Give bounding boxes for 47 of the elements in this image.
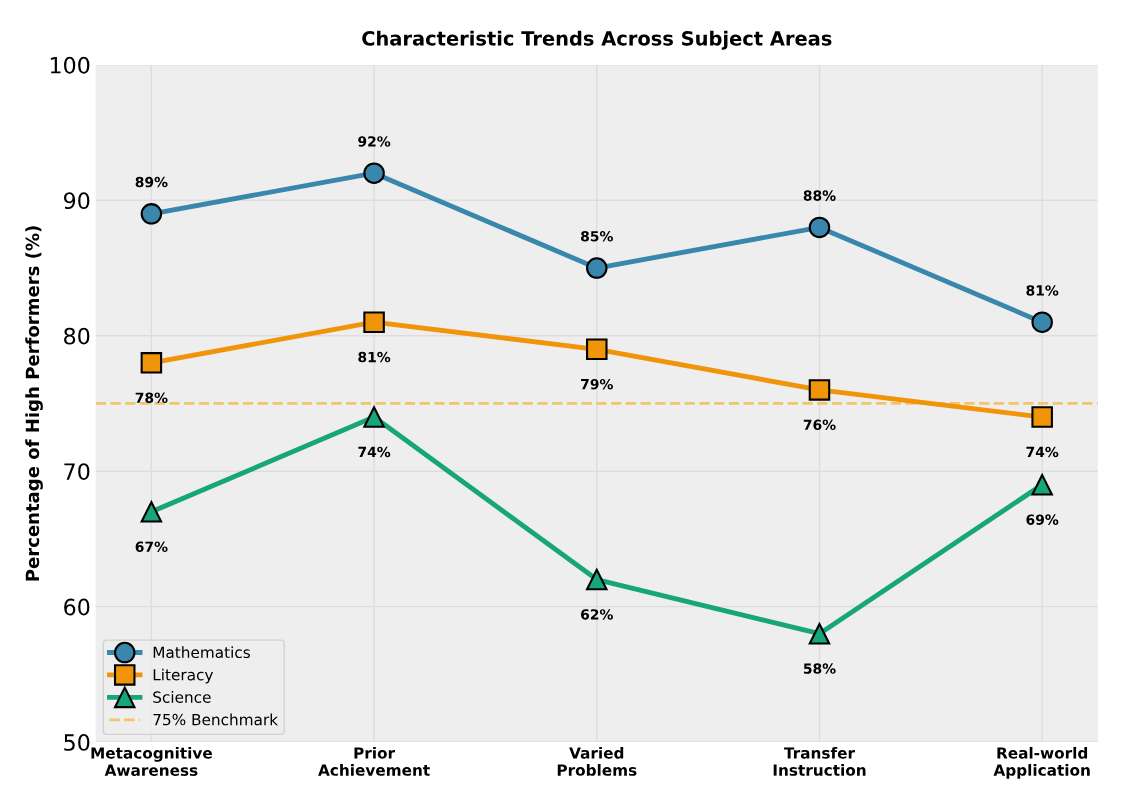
point: [140, 501, 163, 523]
point: [808, 216, 831, 239]
y-axis-title: Percentage of High Performers (%): [25, 226, 43, 581]
x-tick-label: Real-world Application: [993, 746, 1090, 779]
data-label: 69%: [1026, 514, 1059, 525]
data-label: 74%: [1026, 446, 1059, 458]
data-label: 74%: [358, 446, 391, 458]
x-tick-label: Prior Achievement: [318, 746, 430, 776]
y-tick-label: 80: [64, 327, 90, 345]
data-label: 62%: [581, 609, 613, 620]
point: [140, 352, 163, 374]
point: [586, 338, 608, 361]
chart-title: Characteristic Trends Across Subject Areas: [362, 30, 832, 50]
legend-label: Literacy: [153, 668, 214, 684]
data-label: 88%: [803, 190, 836, 201]
y-tick-label: 60: [64, 598, 90, 616]
x-tick-label: Metacognitive Awareness: [91, 746, 212, 776]
point: [363, 162, 385, 184]
legend-label: Science: [153, 691, 211, 703]
x-tick-label: Transfer Instruction: [773, 746, 866, 776]
data-label: 92%: [358, 136, 391, 147]
data-label: 67%: [135, 541, 168, 552]
data-label: 81%: [358, 351, 391, 363]
data-label: 76%: [803, 419, 836, 431]
y-tick-label: 70: [64, 463, 90, 480]
data-label: 78%: [135, 392, 168, 403]
point: [363, 311, 385, 333]
y-tick-label: 50: [64, 734, 90, 751]
point: [1031, 473, 1053, 496]
data-label: 58%: [803, 663, 836, 674]
point: [808, 379, 831, 401]
point: [586, 568, 608, 591]
data-label: 89%: [135, 176, 168, 188]
point: [586, 257, 608, 279]
x-tick-label: Varied Problems: [557, 746, 637, 776]
data-label: 85%: [581, 231, 613, 242]
point: [1031, 406, 1053, 428]
data-label: 79%: [581, 378, 613, 390]
y-tick-label: 90: [63, 192, 90, 210]
point: [140, 203, 163, 225]
legend-label: Mathematics: [153, 646, 250, 659]
data-label: 81%: [1026, 285, 1059, 296]
point: [808, 622, 831, 645]
legend-label: 75% Benchmark: [153, 713, 279, 726]
y-tick-label: 100: [50, 56, 90, 74]
point: [1031, 311, 1053, 333]
point: [363, 406, 385, 428]
